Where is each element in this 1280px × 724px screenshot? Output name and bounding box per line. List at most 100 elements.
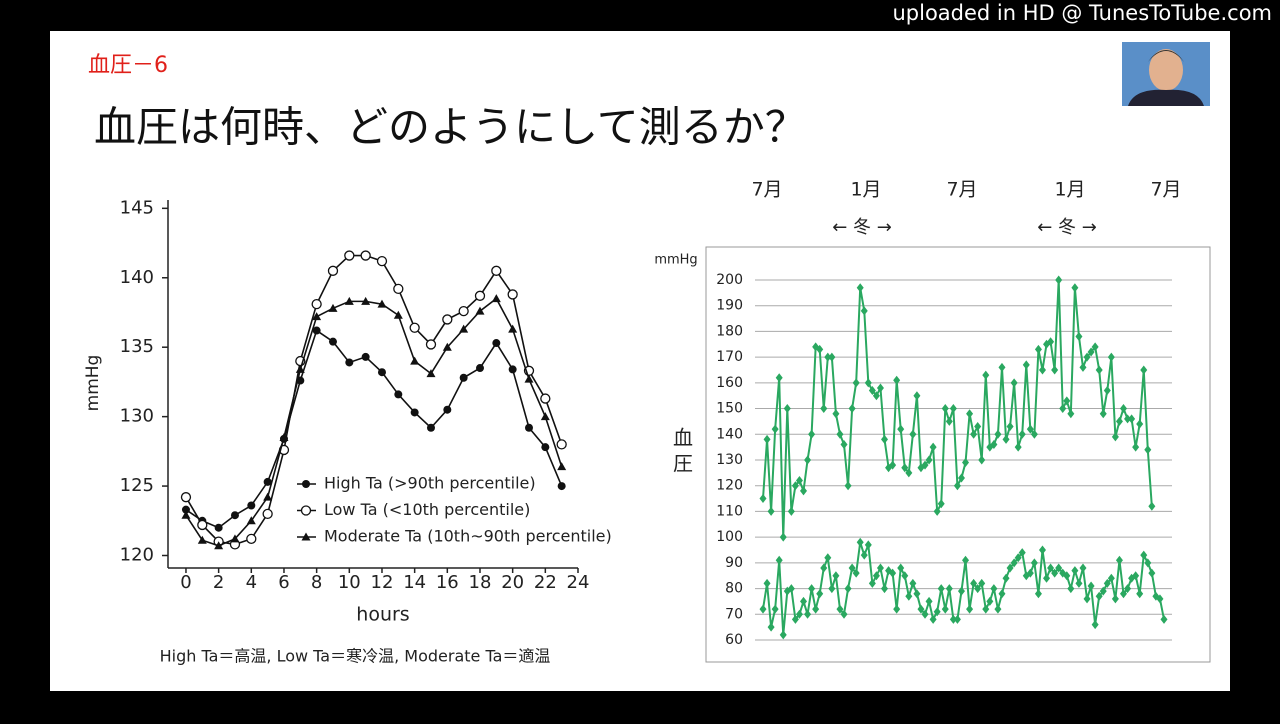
point (1071, 566, 1079, 576)
photo-face (1149, 49, 1183, 91)
point (1119, 404, 1127, 414)
point (771, 424, 779, 434)
point (180, 492, 192, 503)
point (990, 584, 998, 594)
point (377, 299, 387, 308)
point (1038, 545, 1046, 555)
point (524, 374, 534, 383)
point (836, 429, 844, 439)
point (1128, 414, 1136, 424)
point (856, 283, 864, 293)
slide-label: 血圧－6 (88, 53, 168, 78)
point (1047, 337, 1055, 347)
point (966, 604, 974, 614)
point (840, 609, 848, 619)
point (990, 440, 998, 450)
point (540, 393, 551, 404)
point (889, 568, 897, 578)
point (808, 429, 816, 439)
point (1059, 404, 1067, 414)
y-tick-label: 80 (725, 581, 743, 597)
point (311, 299, 322, 310)
point (941, 404, 949, 414)
point (966, 409, 974, 419)
point (1148, 501, 1156, 511)
point (868, 386, 876, 396)
point (986, 596, 994, 606)
x-tick-label: 18 (469, 572, 492, 593)
season-label: ← 冬 → (1037, 217, 1097, 238)
point (820, 563, 828, 573)
point (1002, 573, 1010, 583)
point (1006, 422, 1014, 432)
point (1043, 573, 1051, 583)
y-tick-label: 150 (716, 401, 743, 417)
point (844, 481, 852, 491)
point (860, 306, 868, 316)
point (1055, 275, 1063, 285)
point (508, 365, 517, 374)
point (426, 423, 435, 432)
point (998, 362, 1006, 372)
point (475, 364, 484, 373)
point (524, 423, 533, 432)
point (344, 296, 354, 305)
x-tick-label: 14 (403, 572, 426, 593)
point (864, 378, 872, 388)
point (1071, 283, 1079, 293)
y-tick-label: 120 (716, 478, 743, 494)
point (771, 604, 779, 614)
month-label: 7月 (751, 179, 782, 201)
point (410, 408, 419, 417)
y-tick-label: 140 (120, 267, 154, 288)
point (1140, 365, 1148, 375)
y-tick-label: 180 (716, 323, 743, 339)
point (1067, 584, 1075, 594)
point (836, 604, 844, 614)
point (848, 563, 856, 573)
point (1010, 378, 1018, 388)
point (913, 589, 921, 599)
point (909, 429, 917, 439)
x-tick-label: 16 (436, 572, 459, 593)
point (376, 255, 388, 267)
point (1038, 365, 1046, 375)
legend-label: Moderate Ta (10th~90th percentile) (324, 527, 612, 546)
legend-label: Low Ta (<10th percentile) (324, 500, 530, 519)
point (872, 571, 880, 581)
point (876, 383, 884, 393)
point (197, 535, 207, 544)
point (767, 622, 775, 632)
point (982, 370, 990, 380)
y-tick-label: 145 (120, 197, 154, 218)
x-tick-label: 6 (278, 572, 289, 593)
point (998, 589, 1006, 599)
y-tick-label: 90 (725, 555, 743, 571)
point (953, 614, 961, 624)
point (557, 482, 566, 491)
point (808, 584, 816, 594)
point (1083, 352, 1091, 362)
y-tick-label: 70 (725, 606, 743, 622)
point (442, 314, 453, 325)
x-tick-label: 12 (371, 572, 394, 593)
point (1111, 432, 1119, 442)
point (262, 508, 273, 519)
point (508, 324, 518, 333)
point (263, 492, 273, 501)
point (301, 532, 311, 541)
point (409, 322, 420, 333)
point (1136, 419, 1144, 429)
point (1026, 424, 1034, 434)
point (1144, 558, 1152, 568)
point (263, 477, 272, 486)
y-tick-label: 110 (716, 503, 743, 519)
x-tick-label: 0 (180, 572, 191, 593)
point (1075, 332, 1083, 342)
point (344, 250, 355, 261)
point (844, 584, 852, 594)
point (459, 324, 469, 333)
point (864, 540, 872, 550)
point (1018, 429, 1026, 439)
point (458, 305, 469, 317)
